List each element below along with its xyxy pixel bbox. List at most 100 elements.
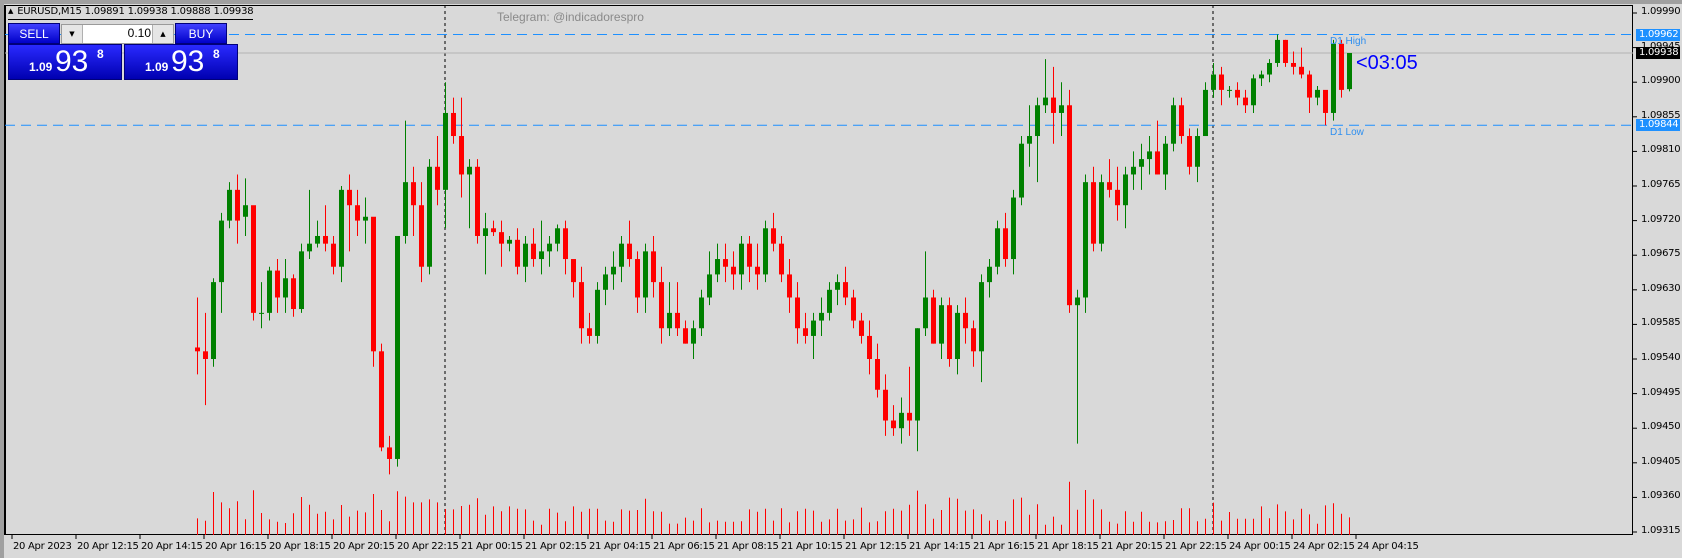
candle-body — [1027, 136, 1032, 144]
candle-body — [251, 205, 256, 313]
candle-body — [1339, 43, 1344, 90]
candle-body — [979, 282, 984, 352]
lot-decrease-icon[interactable]: ▼ — [62, 25, 83, 43]
lot-size-stepper[interactable]: ▼ 0.10 ▲ — [61, 24, 174, 44]
candle-body — [891, 420, 896, 429]
candle-body — [627, 243, 632, 260]
candle-body — [531, 243, 536, 260]
sell-price-big: 93 — [55, 45, 89, 78]
candle-body — [379, 351, 384, 448]
time-tick-label: 20 Apr 18:15 — [269, 541, 331, 552]
sell-price-button[interactable]: 1.09 93 8 — [8, 44, 122, 80]
candle-body — [331, 243, 336, 267]
candle-body — [467, 166, 472, 175]
candle-body — [1267, 62, 1272, 75]
price-tick-label: 1.09720 — [1641, 213, 1681, 225]
candle-body — [995, 228, 1000, 267]
candle-body — [1315, 89, 1320, 98]
candle-body — [195, 347, 200, 352]
candle-body — [899, 412, 904, 429]
candle-body — [1171, 105, 1176, 144]
buy-button[interactable]: BUY — [175, 23, 227, 44]
candle-body — [307, 243, 312, 252]
candle-body — [723, 259, 728, 267]
time-tick-label: 20 Apr 12:15 — [77, 541, 139, 552]
collapse-triangle-icon[interactable]: ▲ — [8, 7, 14, 15]
candle-body — [971, 328, 976, 352]
candle-body — [363, 216, 368, 221]
candle-body — [315, 235, 320, 244]
candle-body — [1195, 136, 1200, 167]
candle-body — [563, 228, 568, 260]
candle-body — [203, 351, 208, 360]
buy-price-button[interactable]: 1.09 93 8 — [124, 44, 238, 80]
candle-body — [1107, 182, 1112, 190]
candle-body — [1283, 39, 1288, 63]
candle-body — [227, 189, 232, 221]
lot-size-input[interactable]: 0.10 — [127, 26, 151, 40]
candle-body — [1139, 159, 1144, 167]
candle-body — [259, 312, 264, 314]
candle-body — [571, 259, 576, 283]
candle-body — [987, 266, 992, 283]
price-tick-label: 1.09495 — [1641, 386, 1681, 398]
price-tick-label: 1.09675 — [1641, 248, 1681, 260]
candle-body — [339, 189, 344, 267]
one-click-trading-panel: SELL ▼ 0.10 ▲ BUY 1.09 93 8 1.09 93 8 — [8, 23, 238, 80]
candle-body — [643, 251, 648, 298]
candle-body — [867, 335, 872, 360]
candle-body — [299, 251, 304, 310]
time-tick-label: 20 Apr 20:15 — [333, 541, 395, 552]
time-tick-label: 21 Apr 18:15 — [1037, 541, 1099, 552]
price-tick-label: 1.09900 — [1641, 75, 1681, 87]
candle-body — [539, 251, 544, 260]
time-tick-label: 20 Apr 2023 — [13, 541, 72, 552]
time-tick-label: 21 Apr 12:15 — [845, 541, 907, 552]
candle-body — [1147, 151, 1152, 160]
candle-body — [707, 274, 712, 298]
candle-body — [219, 220, 224, 283]
candle-body — [827, 289, 832, 313]
sell-button[interactable]: SELL — [8, 23, 60, 44]
candle-body — [675, 312, 680, 329]
candle-body — [283, 278, 288, 298]
candle-body — [835, 282, 840, 290]
candle-body — [1299, 66, 1304, 75]
candle-body — [555, 228, 560, 244]
candle-body — [1131, 166, 1136, 175]
candle-body — [499, 232, 504, 244]
plot-area[interactable] — [4, 5, 1633, 535]
candle-body — [507, 239, 512, 244]
candle-body — [1259, 74, 1264, 79]
candle-body — [491, 228, 496, 233]
candle-body — [1075, 297, 1080, 306]
d1-high-label: D1 High — [1330, 36, 1367, 47]
candle-body — [1235, 89, 1240, 98]
time-tick-label: 21 Apr 08:15 — [717, 541, 779, 552]
lot-increase-icon[interactable]: ▲ — [152, 25, 173, 43]
time-tick-label: 20 Apr 16:15 — [205, 541, 267, 552]
candle-body — [443, 112, 448, 190]
candle-body — [475, 166, 480, 236]
candle-body — [403, 182, 408, 236]
candle-body — [1187, 136, 1192, 167]
candle-body — [595, 289, 600, 336]
candle-body — [731, 266, 736, 275]
d1-low-label: D1 Low — [1330, 127, 1364, 138]
candle-body — [355, 205, 360, 221]
candle-body — [1099, 182, 1104, 244]
candle-body — [739, 243, 744, 275]
candle-body — [435, 166, 440, 190]
time-tick-label: 21 Apr 04:15 — [589, 541, 651, 552]
symbol-ohlc-text: EURUSD,M15 1.09891 1.09938 1.09888 1.099… — [17, 6, 254, 17]
time-tick-label: 21 Apr 10:15 — [781, 541, 843, 552]
candle-body — [1083, 182, 1088, 298]
candle-body — [1203, 89, 1208, 137]
d1-high-price-tag: 1.09962 — [1636, 29, 1680, 41]
candle-body — [1227, 89, 1232, 91]
candle-body — [1091, 182, 1096, 244]
price-tick-label: 1.09855 — [1641, 109, 1681, 121]
candle-body — [883, 389, 888, 421]
price-tick-label: 1.09360 — [1641, 490, 1681, 502]
